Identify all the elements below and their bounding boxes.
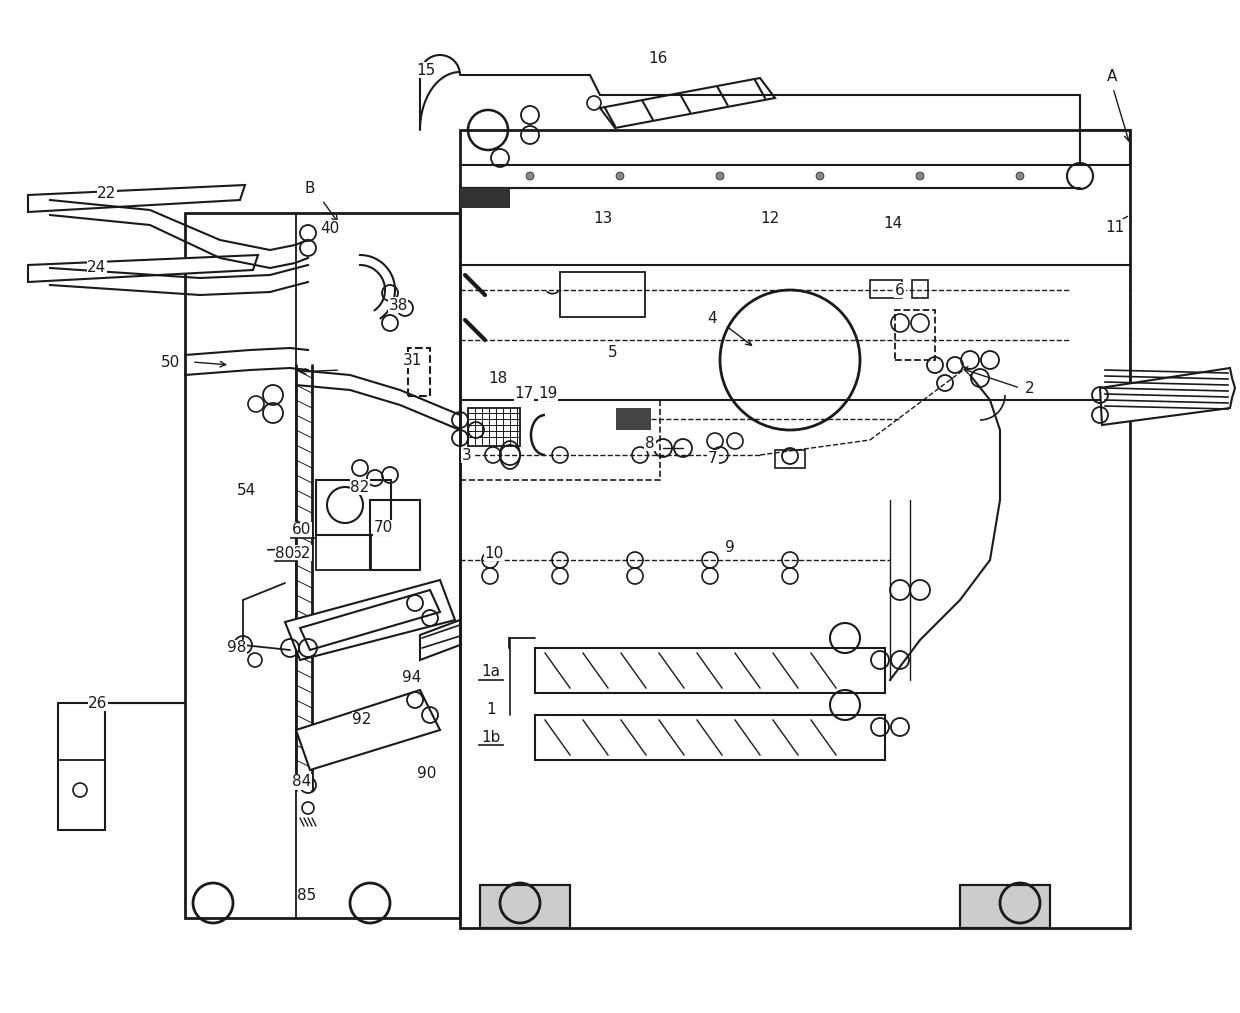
- Bar: [480, 885, 570, 928]
- Text: 6: 6: [895, 283, 905, 298]
- Text: 12: 12: [760, 211, 780, 226]
- Bar: [316, 535, 371, 570]
- Bar: [460, 130, 1130, 928]
- Text: 9: 9: [725, 540, 735, 554]
- Circle shape: [916, 172, 924, 180]
- Text: 26: 26: [88, 696, 108, 710]
- Text: 17: 17: [515, 386, 533, 400]
- Bar: [895, 310, 935, 360]
- Bar: [616, 408, 651, 430]
- Bar: [960, 885, 1050, 928]
- Text: 8: 8: [645, 436, 655, 451]
- Bar: [775, 450, 805, 468]
- Text: 50: 50: [160, 355, 180, 370]
- Text: 18: 18: [489, 371, 507, 386]
- Text: 80: 80: [275, 545, 295, 560]
- Bar: [870, 280, 901, 298]
- Text: 70: 70: [373, 521, 393, 536]
- Bar: [460, 265, 1130, 400]
- Text: 22: 22: [98, 185, 117, 201]
- Polygon shape: [600, 78, 775, 128]
- Polygon shape: [1100, 368, 1235, 425]
- Bar: [560, 272, 645, 317]
- Bar: [460, 400, 660, 480]
- Text: 38: 38: [388, 298, 408, 312]
- Text: 19: 19: [538, 386, 558, 400]
- Text: 94: 94: [402, 670, 422, 685]
- Bar: [911, 280, 928, 298]
- Text: 4: 4: [707, 311, 717, 325]
- Text: 16: 16: [649, 51, 667, 66]
- Text: 1a: 1a: [481, 665, 501, 680]
- Bar: [408, 348, 430, 396]
- Text: 1: 1: [486, 702, 496, 717]
- Circle shape: [816, 172, 825, 180]
- Text: 31: 31: [402, 353, 422, 368]
- Polygon shape: [285, 580, 455, 660]
- Circle shape: [616, 172, 624, 180]
- Text: 1b: 1b: [481, 729, 501, 745]
- Text: 13: 13: [593, 211, 613, 226]
- Bar: [460, 188, 510, 208]
- Text: 7: 7: [708, 451, 718, 466]
- Text: 2: 2: [1025, 381, 1035, 395]
- Bar: [467, 408, 520, 446]
- Polygon shape: [29, 255, 258, 282]
- Text: 15: 15: [417, 63, 435, 78]
- Text: 84: 84: [293, 775, 311, 789]
- Text: 62: 62: [293, 545, 311, 560]
- Text: 90: 90: [418, 766, 436, 780]
- Text: 10: 10: [485, 545, 503, 560]
- Bar: [480, 885, 570, 928]
- Circle shape: [1016, 172, 1024, 180]
- Text: 54: 54: [237, 482, 255, 497]
- Text: A: A: [1107, 69, 1117, 83]
- Text: 11: 11: [1105, 220, 1125, 234]
- Text: 60: 60: [293, 523, 311, 538]
- Text: 40: 40: [320, 221, 340, 235]
- Polygon shape: [300, 590, 440, 650]
- Text: 92: 92: [352, 712, 372, 727]
- Bar: [960, 885, 1050, 928]
- Bar: [316, 480, 391, 535]
- Text: 82: 82: [351, 479, 370, 494]
- Polygon shape: [29, 185, 246, 212]
- Circle shape: [715, 172, 724, 180]
- Text: 85: 85: [298, 887, 316, 903]
- Text: 24: 24: [87, 259, 107, 275]
- Text: 5: 5: [608, 344, 618, 360]
- Bar: [370, 500, 420, 570]
- Text: 98: 98: [227, 640, 247, 655]
- Text: 3: 3: [463, 448, 472, 463]
- Text: 14: 14: [883, 216, 903, 231]
- Bar: [534, 648, 885, 693]
- Polygon shape: [296, 690, 440, 770]
- Polygon shape: [420, 620, 460, 660]
- Bar: [534, 715, 885, 760]
- Text: B: B: [305, 180, 315, 196]
- Bar: [185, 213, 460, 918]
- Circle shape: [526, 172, 534, 180]
